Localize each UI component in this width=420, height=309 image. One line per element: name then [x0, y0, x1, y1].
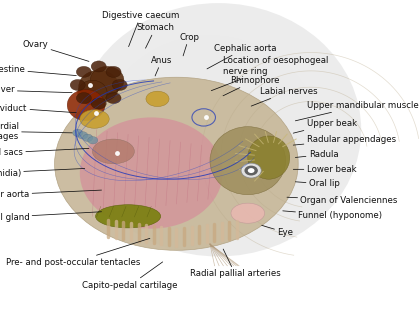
Ellipse shape [55, 77, 298, 250]
Text: Pre- and post-occular tentacles: Pre- and post-occular tentacles [6, 238, 150, 267]
Text: Labial nerves: Labial nerves [251, 87, 318, 106]
Ellipse shape [231, 203, 265, 223]
Circle shape [91, 98, 106, 109]
Circle shape [244, 166, 258, 176]
Text: Oral lip: Oral lip [295, 179, 340, 188]
Text: Upper mandibular muscle: Upper mandibular muscle [295, 100, 418, 121]
Text: Funnel (hyponome): Funnel (hyponome) [283, 211, 382, 220]
Text: Lesser aorta: Lesser aorta [0, 190, 102, 199]
Text: Radial pallial arteries: Radial pallial arteries [190, 249, 281, 278]
Ellipse shape [92, 139, 134, 164]
Text: Upper beak: Upper beak [293, 119, 357, 133]
Text: Lower beak: Lower beak [293, 165, 356, 174]
Ellipse shape [90, 66, 124, 94]
Text: Right lobe of liver: Right lobe of liver [0, 85, 72, 94]
Circle shape [78, 132, 88, 139]
Text: Rhinophore: Rhinophore [223, 76, 280, 96]
Ellipse shape [248, 136, 290, 179]
Text: Anus: Anus [151, 56, 172, 76]
Ellipse shape [79, 70, 119, 103]
Text: Location of oesophogeal
nerve ring: Location of oesophogeal nerve ring [211, 56, 328, 91]
Ellipse shape [76, 3, 361, 256]
Ellipse shape [96, 205, 160, 228]
Ellipse shape [80, 110, 109, 128]
Circle shape [70, 79, 85, 91]
Ellipse shape [210, 127, 286, 195]
Ellipse shape [146, 91, 169, 107]
Circle shape [91, 61, 106, 72]
Text: Organ of Valenciennes: Organ of Valenciennes [287, 196, 398, 205]
Circle shape [73, 129, 83, 137]
Circle shape [106, 92, 121, 104]
Text: Pericardial
appendages: Pericardial appendages [0, 122, 72, 141]
Text: Capito-pedal cartilage: Capito-pedal cartilage [82, 262, 178, 290]
Text: Radula: Radula [295, 150, 339, 159]
Circle shape [88, 137, 98, 144]
Text: Radular appendages: Radular appendages [293, 135, 396, 145]
Circle shape [76, 66, 92, 78]
Text: Cephalic aorta: Cephalic aorta [207, 44, 277, 69]
Text: Crop: Crop [179, 33, 199, 56]
Text: Nidamental gland: Nidamental gland [0, 212, 102, 222]
Text: Eye: Eye [262, 225, 293, 237]
Circle shape [241, 163, 261, 178]
Circle shape [76, 92, 92, 104]
Ellipse shape [80, 117, 223, 229]
Text: Digestive caecum: Digestive caecum [102, 11, 179, 47]
Text: Gills (ctenidia): Gills (ctenidia) [0, 168, 85, 178]
Text: Stomach: Stomach [136, 23, 174, 48]
Ellipse shape [101, 36, 319, 236]
Text: Ovary: Ovary [23, 40, 89, 61]
Circle shape [83, 134, 93, 142]
Ellipse shape [67, 90, 105, 121]
Circle shape [106, 66, 121, 78]
Circle shape [248, 168, 255, 173]
Circle shape [112, 79, 127, 91]
Text: Renal sacs: Renal sacs [0, 148, 89, 158]
Text: Oviduct: Oviduct [0, 104, 76, 113]
Text: Intestine: Intestine [0, 65, 76, 76]
Ellipse shape [78, 80, 107, 105]
